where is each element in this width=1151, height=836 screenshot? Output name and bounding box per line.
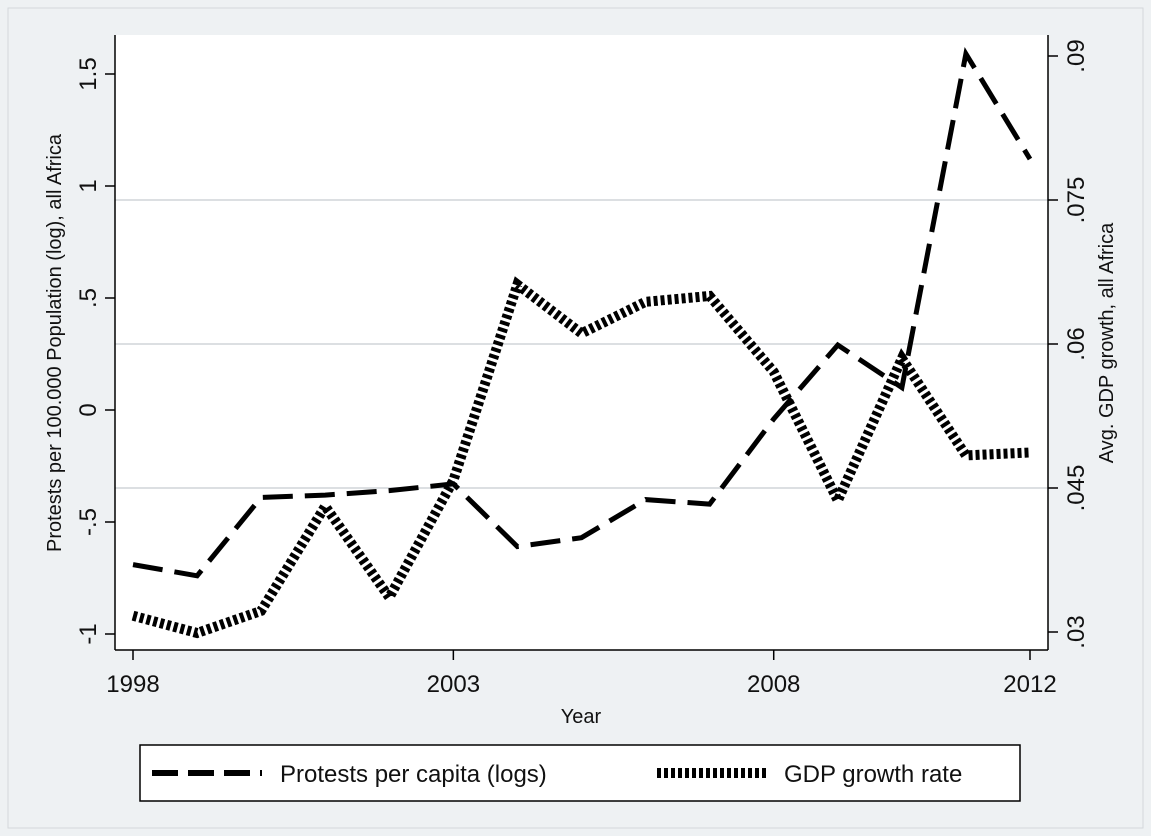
legend-label-gdp: GDP growth rate bbox=[784, 761, 962, 788]
left-y-tick-label: 0 bbox=[75, 403, 102, 416]
figure-border bbox=[7, 7, 1144, 829]
x-axis-title: Year bbox=[561, 706, 602, 728]
left-y-axis-title: Protests per 100.000 Population (log), a… bbox=[44, 133, 66, 552]
x-tick-label: 2003 bbox=[427, 671, 480, 698]
left-y-tick-label: -1 bbox=[75, 623, 102, 644]
right-y-tick-label: .06 bbox=[1063, 327, 1090, 360]
legend: Protests per capita (logs) GDP growth ra… bbox=[139, 744, 1021, 802]
x-tick-label: 1998 bbox=[106, 671, 159, 698]
x-tick-label: 2008 bbox=[747, 671, 800, 698]
left-y-tick-label: 1.5 bbox=[75, 57, 102, 90]
left-y-tick-label: .5 bbox=[75, 288, 102, 308]
series-line-gdp-growth bbox=[131, 276, 1031, 639]
left-y-tick-label: 1 bbox=[75, 179, 102, 192]
x-tick-label: 2012 bbox=[1003, 671, 1056, 698]
legend-box bbox=[139, 744, 1021, 802]
right-y-tick-label: .09 bbox=[1063, 39, 1090, 72]
axis-ticks: -1 -.5 0 .5 1 1.5 .03 .045 .06 .075 .09 1998 2003 200… bbox=[75, 39, 1090, 698]
legend-label-protests: Protests per capita (logs) bbox=[280, 761, 547, 788]
right-y-tick-label: .075 bbox=[1063, 177, 1090, 224]
right-y-tick-label: .045 bbox=[1063, 465, 1090, 512]
right-y-axis-title: Avg. GDP growth, all Africa bbox=[1096, 222, 1118, 463]
series-line-protests bbox=[132, 46, 1033, 579]
plot-area bbox=[115, 35, 1048, 650]
gridlines bbox=[115, 199, 1048, 489]
series-lines bbox=[131, 46, 1033, 639]
left-y-tick-label: -.5 bbox=[75, 508, 102, 536]
right-y-tick-label: .03 bbox=[1063, 615, 1090, 648]
